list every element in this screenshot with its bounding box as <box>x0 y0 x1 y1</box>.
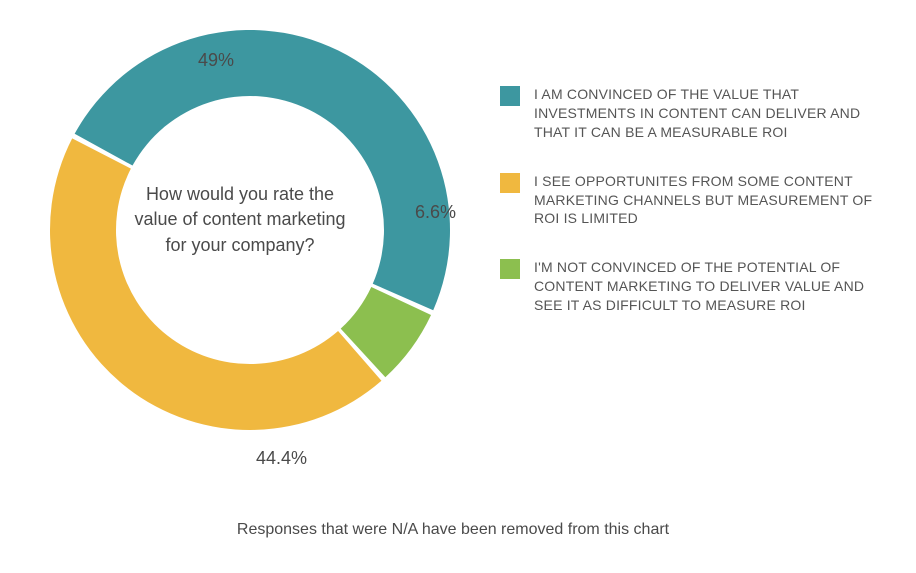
main-row: How would you rate the value of content … <box>30 10 876 515</box>
legend: I AM CONVINCED OF THE VALUE THAT INVESTM… <box>450 10 876 345</box>
legend-text: I SEE OPPORTUNITES FROM SOME CONTENT MAR… <box>534 172 874 229</box>
legend-swatch <box>500 173 520 193</box>
slice-label: 6.6% <box>415 202 456 223</box>
slice-label: 44.4% <box>256 448 307 469</box>
legend-item: I AM CONVINCED OF THE VALUE THAT INVESTM… <box>500 85 876 142</box>
chart-center-question: How would you rate the value of content … <box>40 20 440 420</box>
slice-label: 49% <box>198 50 234 71</box>
chart-footnote: Responses that were N/A have been remove… <box>30 515 876 553</box>
legend-item: I'M NOT CONVINCED OF THE POTENTIAL OF CO… <box>500 258 876 315</box>
legend-text: I AM CONVINCED OF THE VALUE THAT INVESTM… <box>534 85 874 142</box>
legend-item: I SEE OPPORTUNITES FROM SOME CONTENT MAR… <box>500 172 876 229</box>
donut-chart: How would you rate the value of content … <box>30 10 450 470</box>
chart-container: How would you rate the value of content … <box>0 0 916 573</box>
legend-swatch <box>500 259 520 279</box>
legend-swatch <box>500 86 520 106</box>
legend-text: I'M NOT CONVINCED OF THE POTENTIAL OF CO… <box>534 258 874 315</box>
